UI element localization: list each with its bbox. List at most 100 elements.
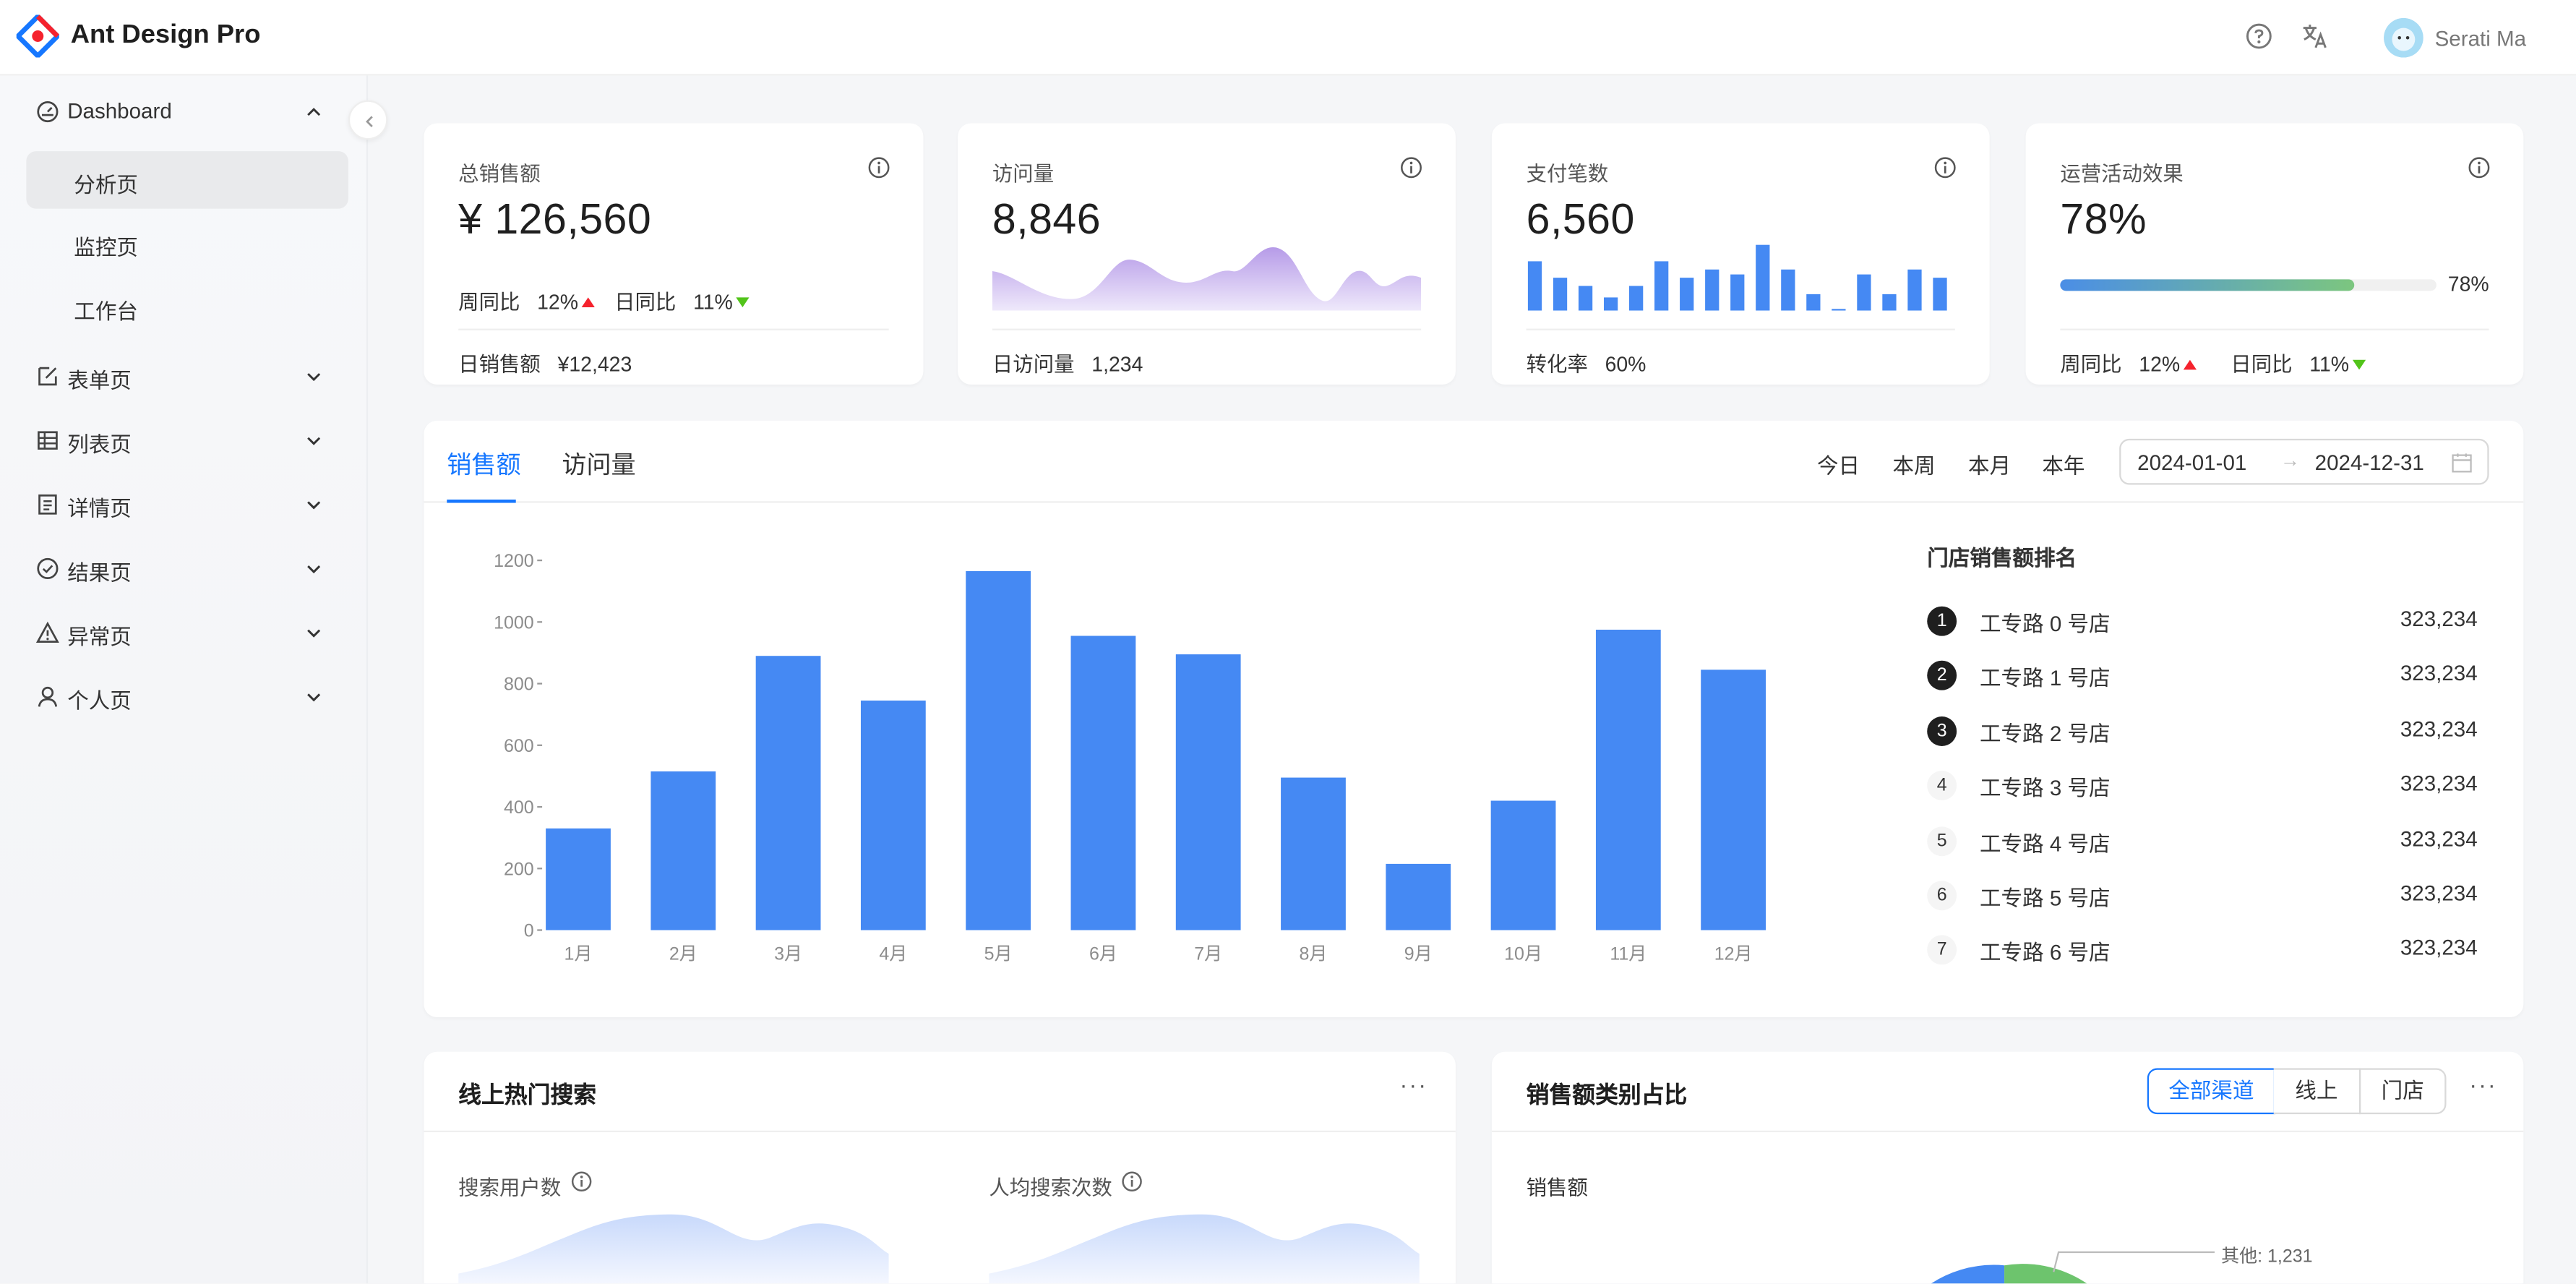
date-end-input[interactable]: 2024-12-31 [2314, 450, 2424, 475]
bar[interactable] [755, 656, 821, 930]
chevron-down-icon [307, 501, 321, 510]
mini-bar [1730, 274, 1745, 311]
mini-bar [1629, 286, 1644, 311]
trend-label: 周同比 [2060, 353, 2122, 377]
date-range-picker[interactable]: 2024-01-01 → 2024-12-31 [2119, 438, 2489, 485]
info-icon[interactable] [570, 1170, 593, 1193]
caret-up-icon [581, 297, 595, 308]
sidebar-item-list[interactable]: 列表页 [0, 411, 368, 470]
translation-icon[interactable] [2300, 22, 2330, 51]
segment-all-channels[interactable]: 全部渠道 [2147, 1068, 2276, 1115]
bar[interactable] [966, 571, 1031, 930]
x-tick-label: 11月 [1610, 943, 1647, 964]
dashboard-icon [37, 101, 59, 123]
profile-icon [38, 494, 57, 515]
ellipsis-icon[interactable]: ··· [2469, 1071, 2497, 1098]
rank-number: 5 [1927, 826, 1957, 856]
caret-down-icon [2352, 359, 2366, 370]
bar[interactable] [1701, 669, 1766, 930]
bar[interactable] [651, 771, 716, 930]
bar[interactable] [860, 701, 926, 930]
ellipsis-icon[interactable]: ··· [1399, 1071, 1428, 1098]
sidebar-subitem-workplace[interactable]: 工作台 [26, 278, 348, 335]
rank-number: 1 [1927, 606, 1957, 636]
divider [1526, 328, 1955, 330]
x-tick-label: 8月 [1300, 943, 1328, 964]
sidebar-item-profile[interactable]: 详情页 [0, 475, 368, 534]
store-sales-value: 323,234 [2400, 936, 2478, 961]
user-icon [38, 686, 58, 707]
rank-number: 7 [1927, 936, 1957, 966]
bar[interactable] [1595, 629, 1661, 930]
stat-card-operations: 运营活动效果 78% 78% 周同比 12% 日同比 11% [2025, 123, 2524, 385]
stat-footer: 日访问量 1,234 [992, 347, 1143, 378]
bar[interactable] [1070, 635, 1136, 930]
info-icon[interactable] [1400, 156, 1423, 179]
mini-bar [1933, 278, 1947, 311]
bar[interactable] [1490, 800, 1556, 930]
date-start-input[interactable]: 2024-01-01 [2137, 450, 2247, 475]
info-icon[interactable] [867, 156, 890, 179]
progress-track [2060, 279, 2437, 291]
sidebar-item-exception[interactable]: 异常页 [0, 603, 368, 662]
sidebar-item-dashboard[interactable]: Dashboard [0, 82, 368, 142]
bar[interactable] [1175, 654, 1241, 930]
tab-visits[interactable]: 访问量 [562, 452, 636, 480]
y-tick-label: 1200 [494, 551, 534, 571]
y-tick-label: 400 [504, 797, 534, 818]
segment-store[interactable]: 门店 [2359, 1068, 2447, 1115]
tab-sales[interactable]: 销售额 [447, 452, 521, 480]
range-today[interactable]: 今日 [1816, 453, 1860, 479]
y-tick-label: 200 [504, 859, 534, 879]
trend-week: 周同比 12% [458, 284, 595, 315]
sidebar-item-account[interactable]: 个人页 [0, 667, 368, 727]
info-icon[interactable] [2468, 156, 2491, 179]
range-week[interactable]: 本周 [1892, 453, 1936, 479]
question-icon[interactable] [2244, 22, 2274, 51]
ranking-row: 2 工专路 1 号店 323,234 [1927, 659, 2478, 692]
sidebar-subitem-analysis[interactable]: 分析页 [26, 151, 348, 209]
sidebar-collapse-button[interactable] [348, 100, 388, 140]
stat-footer: 周同比 12% 日同比 11% [2060, 347, 2366, 378]
bar[interactable] [546, 828, 611, 930]
table-icon [38, 431, 58, 450]
ant-logo-icon[interactable] [16, 14, 59, 58]
x-tick-label: 7月 [1194, 943, 1222, 964]
bar[interactable] [1386, 863, 1451, 930]
sidebar-subitem-monitor[interactable]: 监控页 [26, 213, 348, 271]
range-month[interactable]: 本月 [1968, 453, 2012, 479]
sidebar-item-result[interactable]: 结果页 [0, 539, 368, 599]
ranking-row: 4 工专路 3 号店 323,234 [1927, 769, 2478, 802]
mini-bar [1781, 269, 1795, 311]
category-pie-chart [1931, 1251, 2215, 1284]
app-title[interactable]: Ant Design Pro [70, 21, 261, 50]
mini-bar [1578, 286, 1593, 311]
trend-value: 11% [2309, 353, 2350, 377]
sidebar-item-label: 详情页 [67, 496, 132, 521]
info-icon[interactable] [1120, 1170, 1143, 1193]
sidebar-item-form[interactable]: 表单页 [0, 347, 368, 406]
user-name[interactable]: Serati Ma [2434, 26, 2527, 51]
bar[interactable] [1281, 777, 1346, 930]
range-year[interactable]: 本年 [2042, 453, 2085, 479]
ranking-row: 5 工专路 4 号店 323,234 [1927, 824, 2478, 857]
chevron-down-icon [307, 629, 321, 638]
user-avatar[interactable] [2384, 18, 2423, 58]
mini-bar [1680, 278, 1694, 311]
info-icon[interactable] [1933, 156, 1957, 179]
segment-online[interactable]: 线上 [2273, 1068, 2361, 1115]
edit-icon [38, 367, 57, 386]
store-name: 工专路 2 号店 [1979, 721, 2111, 746]
category-card: 销售额类别占比 全部渠道 线上 门店 ··· 销售额 其他: 1,231 [1491, 1051, 2524, 1284]
caret-down-icon [736, 297, 750, 308]
stat-title: 访问量 [992, 163, 1055, 186]
store-sales-value: 323,234 [2400, 826, 2478, 851]
rank-number: 2 [1927, 661, 1957, 691]
calendar-icon [2452, 453, 2472, 473]
sidebar-item-label: 个人页 [67, 688, 132, 714]
sidebar-item-label: 结果页 [67, 560, 132, 586]
x-tick-label: 6月 [1089, 943, 1117, 964]
y-tick-label: 1000 [494, 612, 534, 633]
stat-value: 6,560 [1526, 194, 1635, 244]
